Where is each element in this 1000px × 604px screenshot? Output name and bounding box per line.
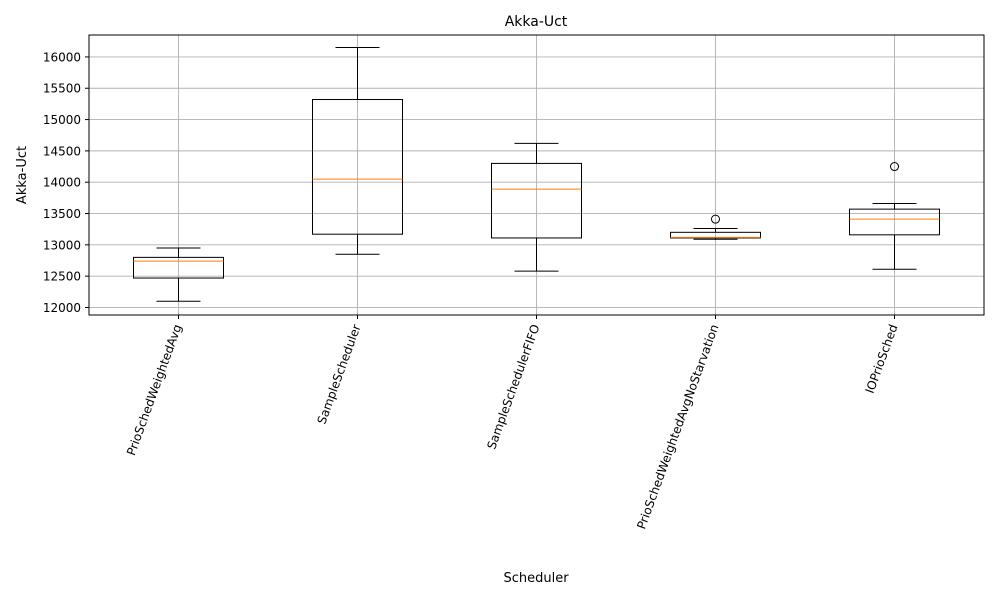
outlier-point [890, 162, 899, 172]
y-tick-label: 13000 [43, 238, 81, 252]
x-tick-label: PrioSchedWeightedAvgNoStarvation [634, 322, 721, 531]
y-tick-label: 14000 [43, 176, 81, 190]
x-tick-label: SampleScheduler [315, 322, 364, 426]
y-tick-label: 12000 [43, 301, 81, 315]
box-body [849, 208, 940, 236]
y-tick-label: 15500 [43, 82, 81, 96]
boxes-layer [133, 47, 940, 302]
y-axis-label: Akka-Uct [15, 146, 30, 204]
box-PrioSchedWeightedAvgNoStarvation [670, 214, 761, 240]
x-tick-label: PrioSchedWeightedAvg [124, 322, 185, 457]
y-tick-label: 12500 [43, 270, 81, 284]
x-tick-label: SampleSchedulerFIFO [484, 322, 542, 451]
box-SampleScheduler [312, 47, 403, 255]
box-body [312, 99, 403, 235]
box-body [133, 256, 224, 279]
box-PrioSchedWeightedAvg [133, 247, 224, 302]
box-SampleSchedulerFIFO [491, 142, 582, 272]
y-tick-label: 14500 [43, 144, 81, 158]
y-tick-label: 15000 [43, 113, 81, 127]
outlier-point [711, 214, 720, 224]
chart-title: Akka-Uct [505, 14, 568, 30]
box-body [670, 231, 761, 239]
x-axis-label: Scheduler [503, 571, 569, 586]
x-tick-label: IOPrioSched [863, 322, 901, 395]
y-tick-label: 16000 [43, 50, 81, 64]
box-IOPrioSched [849, 162, 940, 270]
box-body [491, 162, 582, 239]
y-tick-label: 13500 [43, 207, 81, 221]
x-axis-ticks: PrioSchedWeightedAvg SampleScheduler Sampl… [124, 315, 901, 531]
y-axis-ticks: 12000 12500 13000 13500 14000 14500 15000 15500… [43, 50, 89, 315]
